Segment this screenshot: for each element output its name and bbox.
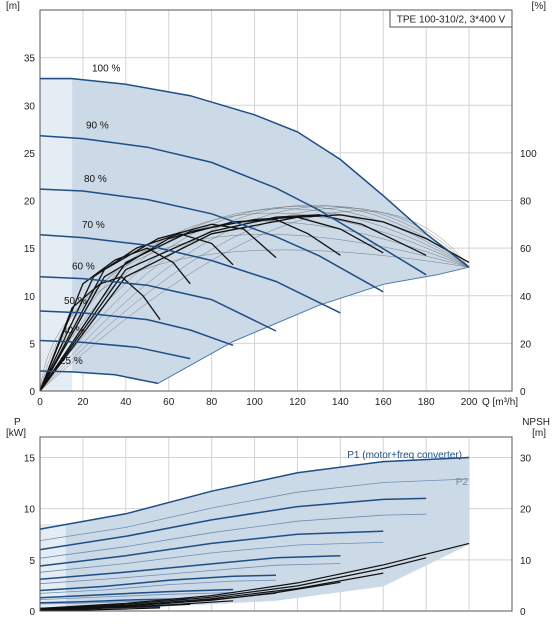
y-right-tick-label: 10	[520, 556, 532, 567]
legend-p1: P1 (motor+freq converter)	[347, 450, 462, 461]
x-tick-label: 60	[163, 397, 175, 408]
speed-label: 50 %	[64, 296, 87, 307]
left-axis-title: H	[14, 0, 21, 1]
speed-label: 90 %	[86, 121, 109, 132]
p1-curve	[39, 574, 277, 592]
x-tick-label: 40	[120, 397, 132, 408]
p1-curve	[39, 497, 427, 551]
x-tick-label: 120	[289, 397, 306, 408]
system-curve	[39, 205, 470, 392]
y-left-tick-label: 25	[24, 149, 36, 160]
legend-p2: P2	[456, 477, 469, 488]
p2-curve	[39, 478, 470, 541]
y-left-tick-label: 5	[29, 556, 35, 567]
p1-curve	[39, 530, 384, 567]
x-tick-label: 100	[246, 397, 263, 408]
y-right-tick-label: 0	[520, 607, 526, 618]
system-curve	[39, 206, 470, 392]
p1-curve	[39, 456, 470, 530]
head-curve	[39, 134, 427, 276]
p2-curve	[39, 563, 341, 585]
right-axis-unit: [%]	[532, 1, 547, 12]
operating-area-boundary	[157, 266, 470, 384]
y-right-tick-label: 60	[520, 244, 532, 255]
efficiency-curve	[39, 214, 470, 392]
system-curve	[39, 210, 470, 392]
p1-curve	[39, 588, 234, 599]
y-right-tick-label: 20	[520, 505, 532, 516]
npsh-curve	[39, 607, 161, 612]
operating-area	[40, 78, 470, 384]
speed-label: 60 %	[72, 262, 95, 273]
efficiency-curve	[39, 275, 161, 392]
y-left-tick-label: 10	[24, 292, 36, 303]
p2-curve	[39, 592, 234, 600]
speed-label: 70 %	[82, 220, 105, 231]
head-curve	[39, 310, 234, 347]
head-curve	[39, 188, 384, 293]
y-right-tick-label: 80	[520, 197, 532, 208]
speed-label: 40 %	[62, 326, 85, 337]
left-axis-unit: [kW]	[6, 428, 26, 439]
p2-curve	[39, 513, 427, 559]
right-axis-title: NPSH	[522, 417, 550, 428]
head-curve	[39, 234, 341, 314]
y-left-tick-label: 0	[29, 387, 35, 398]
x-tick-label: 80	[206, 397, 218, 408]
x-tick-label: 0	[37, 397, 43, 408]
y-right-tick-label: 100	[520, 149, 537, 160]
p2-curve	[39, 579, 277, 594]
y-left-tick-label: 15	[24, 453, 36, 464]
p2-curve	[39, 541, 384, 573]
y-left-tick-label: 0	[29, 607, 35, 618]
y-left-tick-label: 20	[24, 197, 36, 208]
power-npsh-panel: 0 5 10 15 0 10 20 30 P[kW] NPSH[m] P1 (motor+freq …	[6, 417, 550, 618]
low-flow-band	[40, 76, 73, 392]
npsh-curve	[39, 542, 470, 609]
chart-title: TPE 100-310/2, 3*400 V	[397, 15, 506, 26]
efficiency-curve	[39, 216, 384, 392]
right-axis-title: eta	[536, 0, 550, 1]
head-curve	[39, 275, 277, 332]
speed-label: 80 %	[84, 174, 107, 185]
left-axis-title: P	[14, 417, 21, 428]
x-tick-label: 180	[418, 397, 435, 408]
p1-curve	[39, 597, 191, 604]
y-left-tick-label: 30	[24, 101, 36, 112]
y-right-tick-label: 30	[520, 453, 532, 464]
right-axis-unit: [m]	[532, 428, 546, 439]
y-right-tick-label: 0	[520, 387, 526, 398]
y-right-tick-label: 20	[520, 339, 532, 350]
speed-label: 25 %	[60, 356, 83, 367]
x-axis-label: Q [m³/h]	[482, 397, 518, 408]
head-curve	[39, 339, 191, 360]
speed-label: 100 %	[92, 64, 120, 75]
y-left-tick-label: 5	[29, 339, 35, 350]
x-tick-label: 140	[332, 397, 349, 408]
efficiency-curve	[39, 233, 234, 392]
x-tick-label: 200	[461, 397, 478, 408]
head-curve	[40, 77, 470, 268]
y-left-tick-label: 15	[24, 244, 36, 255]
head-curve	[39, 370, 159, 385]
y-left-tick-label: 10	[24, 505, 36, 516]
npsh-curve	[39, 557, 427, 610]
system-curve	[39, 234, 470, 392]
plot-frame	[39, 9, 513, 392]
system-curve	[39, 204, 470, 392]
left-axis-unit: [m]	[6, 1, 20, 12]
x-tick-label: 20	[77, 397, 89, 408]
p1-curve	[39, 554, 341, 581]
plot-frame	[39, 436, 513, 612]
efficiency-curve	[39, 247, 191, 392]
efficiency-curve	[39, 214, 427, 392]
x-tick-label: 160	[375, 397, 392, 408]
title-box	[389, 9, 513, 28]
y-right-tick-label: 40	[520, 292, 532, 303]
head-efficiency-panel: 0 20 40 60 80 100 120 140 160 180 2000510152025303…	[6, 0, 550, 408]
y-left-tick-label: 35	[24, 54, 36, 65]
